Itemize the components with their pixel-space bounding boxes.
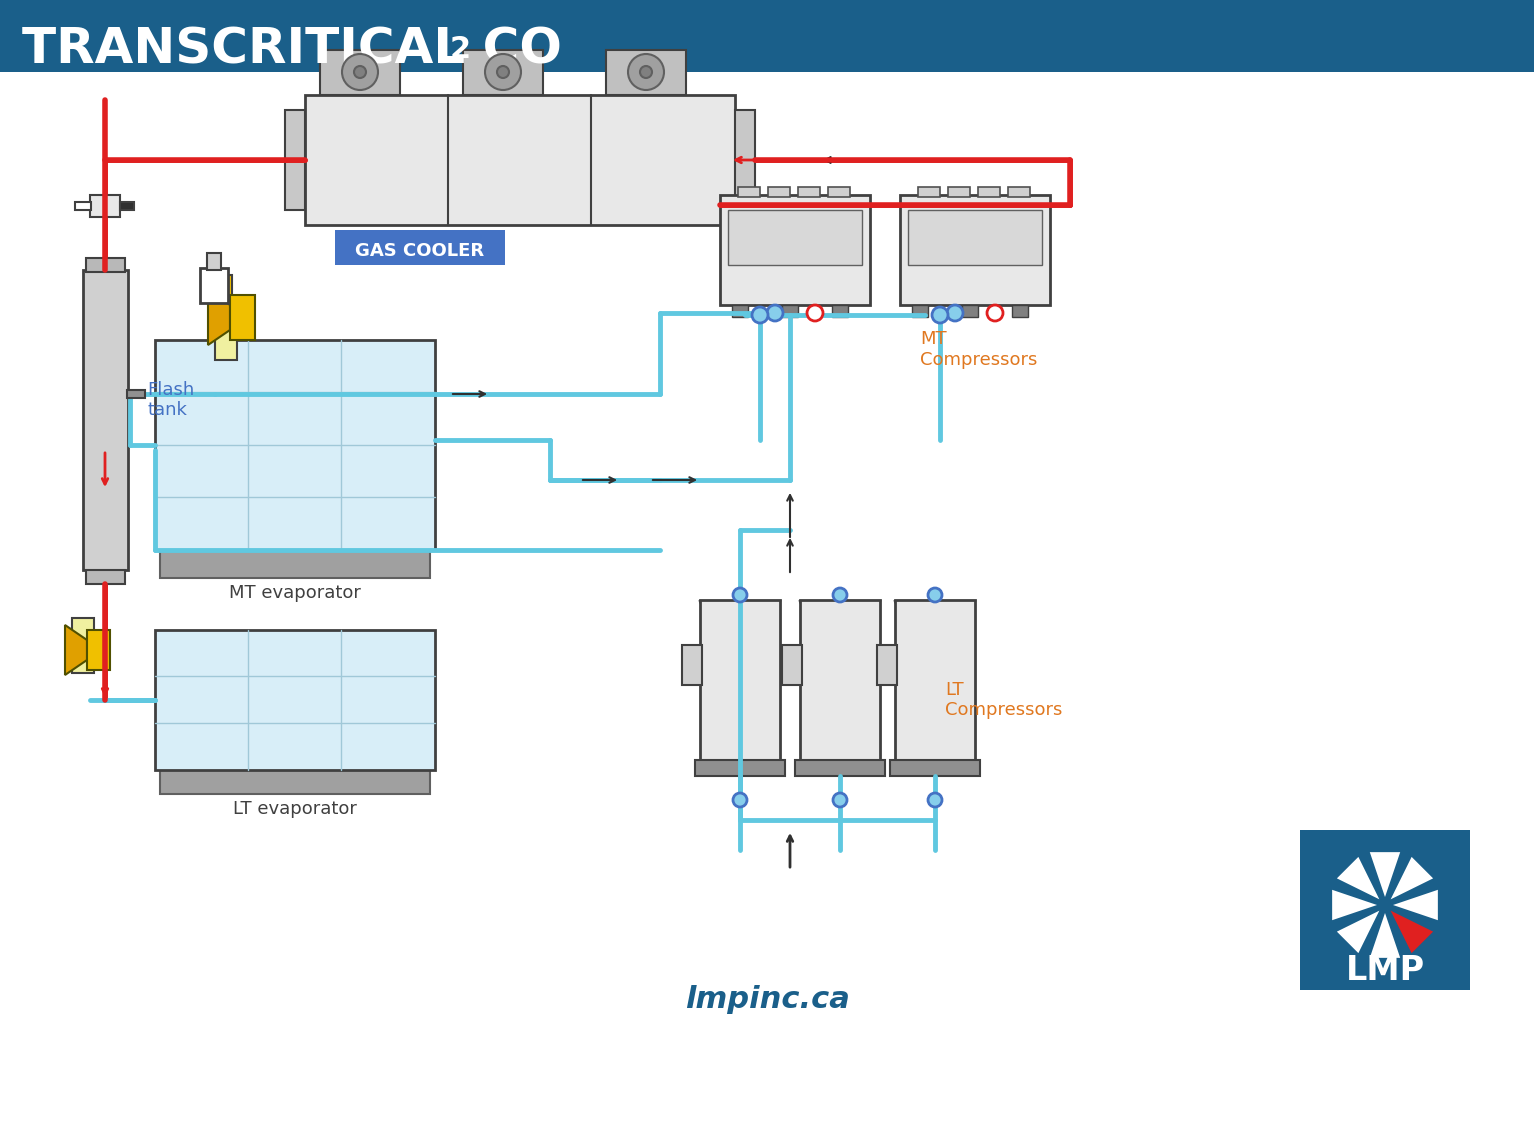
Polygon shape bbox=[1391, 856, 1433, 900]
Circle shape bbox=[807, 305, 824, 321]
FancyBboxPatch shape bbox=[831, 305, 848, 317]
FancyBboxPatch shape bbox=[127, 391, 146, 399]
Text: GAS COOLER: GAS COOLER bbox=[356, 242, 485, 260]
Circle shape bbox=[733, 793, 747, 807]
Text: 2: 2 bbox=[449, 35, 471, 64]
FancyBboxPatch shape bbox=[801, 600, 881, 759]
FancyBboxPatch shape bbox=[782, 305, 798, 317]
FancyBboxPatch shape bbox=[782, 645, 802, 685]
FancyBboxPatch shape bbox=[83, 270, 127, 570]
FancyBboxPatch shape bbox=[305, 95, 735, 225]
FancyBboxPatch shape bbox=[86, 258, 124, 272]
FancyBboxPatch shape bbox=[72, 618, 94, 673]
Text: TRANSCRITICAL CO: TRANSCRITICAL CO bbox=[21, 26, 561, 74]
FancyBboxPatch shape bbox=[979, 187, 1000, 198]
Circle shape bbox=[354, 66, 367, 78]
FancyBboxPatch shape bbox=[877, 645, 897, 685]
FancyBboxPatch shape bbox=[0, 0, 1534, 72]
FancyBboxPatch shape bbox=[719, 195, 870, 305]
Circle shape bbox=[833, 793, 847, 807]
Circle shape bbox=[752, 307, 769, 323]
Text: lmpinc.ca: lmpinc.ca bbox=[684, 986, 850, 1014]
FancyBboxPatch shape bbox=[700, 600, 779, 759]
Circle shape bbox=[928, 793, 942, 807]
FancyBboxPatch shape bbox=[120, 202, 133, 210]
FancyBboxPatch shape bbox=[463, 50, 543, 95]
Text: LT
Compressors: LT Compressors bbox=[945, 681, 1063, 719]
FancyBboxPatch shape bbox=[219, 275, 232, 307]
FancyBboxPatch shape bbox=[215, 305, 236, 360]
Circle shape bbox=[767, 305, 782, 321]
FancyBboxPatch shape bbox=[908, 210, 1042, 265]
FancyBboxPatch shape bbox=[735, 110, 755, 210]
Polygon shape bbox=[87, 630, 110, 670]
Circle shape bbox=[733, 588, 747, 602]
Circle shape bbox=[933, 307, 948, 323]
Text: MT
Compressors: MT Compressors bbox=[920, 330, 1037, 369]
Circle shape bbox=[497, 66, 509, 78]
Text: Flash
tank: Flash tank bbox=[147, 380, 195, 419]
Text: LMP: LMP bbox=[1345, 954, 1425, 987]
Polygon shape bbox=[1393, 890, 1437, 920]
FancyBboxPatch shape bbox=[160, 550, 430, 578]
Circle shape bbox=[833, 588, 847, 602]
Circle shape bbox=[946, 305, 963, 321]
Polygon shape bbox=[1332, 890, 1378, 920]
FancyBboxPatch shape bbox=[732, 305, 749, 317]
FancyBboxPatch shape bbox=[894, 600, 976, 759]
FancyBboxPatch shape bbox=[199, 268, 229, 303]
Polygon shape bbox=[1336, 856, 1379, 900]
Polygon shape bbox=[209, 290, 230, 345]
FancyBboxPatch shape bbox=[798, 187, 821, 198]
FancyBboxPatch shape bbox=[606, 50, 686, 95]
FancyBboxPatch shape bbox=[828, 187, 850, 198]
FancyBboxPatch shape bbox=[285, 110, 305, 210]
FancyBboxPatch shape bbox=[948, 187, 969, 198]
FancyBboxPatch shape bbox=[769, 187, 790, 198]
Polygon shape bbox=[1370, 912, 1401, 958]
FancyBboxPatch shape bbox=[160, 770, 430, 794]
Circle shape bbox=[640, 66, 652, 78]
Polygon shape bbox=[64, 625, 87, 675]
Text: MT evaporator: MT evaporator bbox=[229, 584, 360, 602]
FancyBboxPatch shape bbox=[207, 254, 221, 270]
FancyBboxPatch shape bbox=[334, 230, 505, 265]
Circle shape bbox=[342, 54, 377, 90]
FancyBboxPatch shape bbox=[1299, 830, 1470, 990]
FancyBboxPatch shape bbox=[1008, 187, 1029, 198]
FancyBboxPatch shape bbox=[695, 759, 785, 777]
FancyBboxPatch shape bbox=[155, 340, 436, 550]
FancyBboxPatch shape bbox=[900, 195, 1049, 305]
FancyBboxPatch shape bbox=[962, 305, 979, 317]
Circle shape bbox=[986, 305, 1003, 321]
FancyBboxPatch shape bbox=[890, 759, 980, 777]
FancyBboxPatch shape bbox=[917, 187, 940, 198]
FancyBboxPatch shape bbox=[913, 305, 928, 317]
Circle shape bbox=[485, 54, 522, 90]
FancyBboxPatch shape bbox=[1012, 305, 1028, 317]
FancyBboxPatch shape bbox=[321, 50, 400, 95]
FancyBboxPatch shape bbox=[738, 187, 759, 198]
Polygon shape bbox=[1370, 852, 1401, 896]
FancyBboxPatch shape bbox=[729, 210, 862, 265]
FancyBboxPatch shape bbox=[155, 630, 436, 770]
Circle shape bbox=[627, 54, 664, 90]
FancyBboxPatch shape bbox=[683, 645, 703, 685]
FancyBboxPatch shape bbox=[75, 202, 91, 210]
Polygon shape bbox=[1391, 910, 1433, 954]
Polygon shape bbox=[1336, 910, 1379, 954]
FancyBboxPatch shape bbox=[91, 195, 120, 217]
Text: LT evaporator: LT evaporator bbox=[233, 801, 357, 818]
FancyBboxPatch shape bbox=[795, 759, 885, 777]
Polygon shape bbox=[230, 295, 255, 340]
FancyBboxPatch shape bbox=[86, 570, 124, 584]
Circle shape bbox=[928, 588, 942, 602]
